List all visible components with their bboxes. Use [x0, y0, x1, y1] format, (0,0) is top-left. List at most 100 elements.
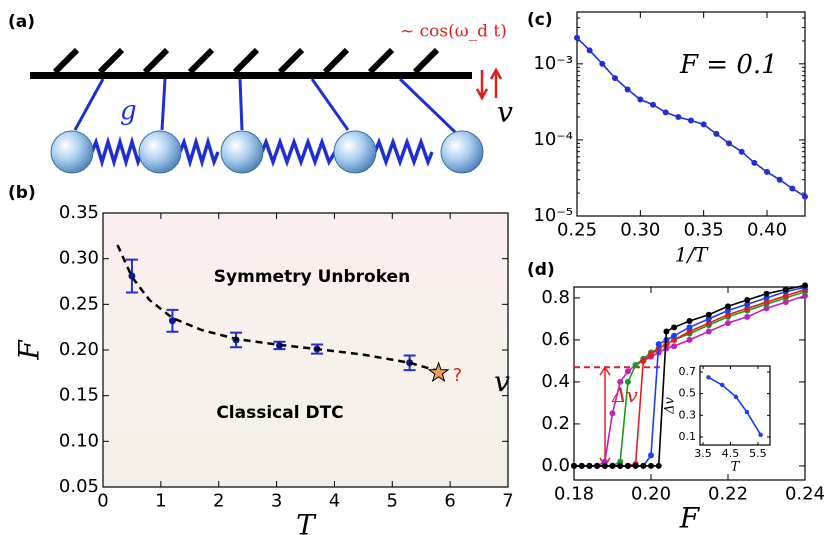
x-tick-label: 0.24 — [785, 483, 825, 504]
point — [782, 299, 789, 306]
point — [725, 320, 731, 327]
point — [705, 315, 712, 322]
point — [168, 317, 176, 325]
point — [686, 318, 693, 325]
y-axis-label: v — [497, 96, 513, 129]
point — [763, 299, 770, 306]
point — [733, 394, 739, 400]
point — [594, 462, 601, 469]
x-tick-label: 0.25 — [557, 219, 597, 240]
point — [802, 292, 808, 299]
point — [624, 378, 631, 385]
drive-arrows — [475, 67, 503, 101]
plot-background — [103, 213, 508, 487]
y-tick-label: 0.30 — [59, 248, 99, 269]
point — [802, 282, 808, 289]
panel-a: (a) g ~ cos(ω_d t) — [8, 12, 507, 174]
y-tick-label: 10⁻³ — [533, 53, 573, 74]
point — [632, 362, 639, 369]
point — [705, 328, 712, 335]
x-tick-label: 5.5 — [749, 447, 767, 460]
point — [617, 462, 624, 469]
point — [782, 286, 789, 293]
plot-frame — [102, 212, 509, 488]
point — [617, 458, 624, 465]
y-tick-label: 0.05 — [59, 476, 99, 497]
y-tick-label: 0.1 — [679, 430, 697, 443]
point — [655, 462, 662, 469]
point — [758, 432, 763, 438]
point — [744, 313, 751, 320]
point — [640, 462, 647, 469]
y-tick-label: 0.6 — [541, 329, 570, 350]
x-tick-label: 0.22 — [708, 483, 748, 504]
point — [601, 462, 608, 469]
point — [648, 351, 654, 358]
fit-curve — [116, 244, 439, 373]
point — [802, 193, 808, 200]
point — [706, 375, 711, 380]
y-tick-label: 0.8 — [541, 287, 570, 308]
point — [609, 462, 616, 469]
point — [632, 462, 639, 469]
panel-label: (d) — [527, 260, 555, 280]
star-marker — [427, 361, 450, 383]
y-axis-label: v — [494, 365, 510, 398]
masses — [50, 130, 484, 174]
x-tick-label: 0.35 — [684, 219, 724, 240]
region-label: Symmetry Unbroken — [214, 267, 410, 287]
point — [764, 168, 770, 175]
point — [571, 462, 577, 469]
point — [648, 452, 654, 459]
y-axis-label: Δv — [663, 396, 678, 414]
y-tick-label: 0.25 — [59, 293, 99, 314]
point — [624, 86, 631, 93]
point — [612, 75, 618, 82]
point — [789, 185, 796, 192]
point — [655, 341, 662, 348]
point — [586, 47, 593, 54]
point — [662, 109, 669, 116]
x-tick-label: 0.20 — [631, 483, 671, 504]
point — [637, 96, 644, 103]
y-tick-label: 0.5 — [679, 387, 697, 400]
point — [751, 159, 758, 166]
point — [640, 357, 647, 364]
y-tick-label: 0.35 — [59, 202, 99, 223]
y-tick-label: 0.3 — [679, 408, 697, 421]
x-axis-label: 1/T — [675, 243, 709, 267]
point — [782, 292, 789, 299]
y-tick-label: 0.0 — [541, 455, 570, 476]
x-tick-label: 2 — [213, 490, 224, 511]
x-tick-label: 1 — [155, 490, 166, 511]
x-axis-label: T — [731, 460, 741, 475]
point — [675, 114, 682, 121]
panel-label: (a) — [8, 12, 35, 32]
point — [578, 462, 585, 469]
point — [663, 328, 670, 335]
hatching — [52, 47, 440, 75]
point — [671, 336, 678, 343]
y-axis-label: F — [13, 339, 46, 361]
point — [650, 101, 656, 108]
point — [726, 140, 732, 147]
y-tick-label: 0.2 — [541, 413, 570, 434]
couplings — [73, 77, 457, 134]
point — [671, 343, 678, 350]
point — [601, 458, 608, 465]
point — [738, 148, 745, 155]
x-tick-label: 0.40 — [747, 219, 787, 240]
point — [648, 462, 654, 469]
panel-label: (c) — [527, 10, 553, 30]
point — [624, 462, 631, 469]
point — [686, 324, 693, 331]
x-axis-label: F — [679, 502, 701, 535]
y-tick-label: 0.7 — [679, 365, 697, 378]
point — [705, 320, 712, 327]
x-axis-label: T — [296, 509, 317, 535]
point — [705, 311, 712, 318]
x-tick-label: 0.18 — [554, 483, 594, 504]
point — [725, 307, 731, 314]
point — [744, 297, 751, 304]
